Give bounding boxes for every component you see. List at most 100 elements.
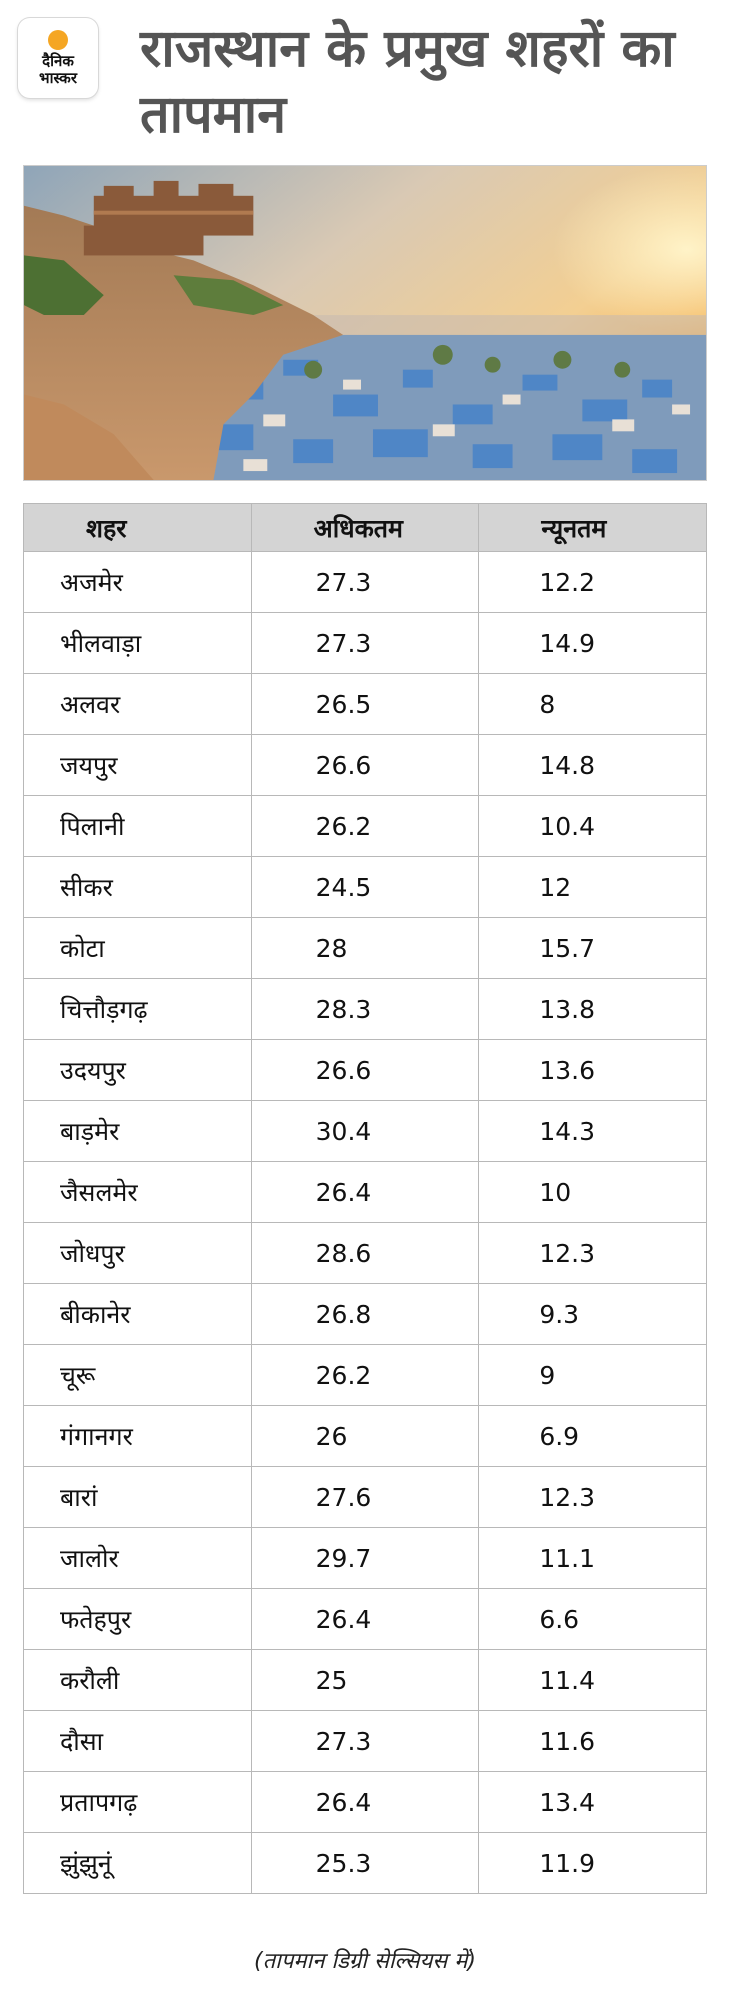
table-row: जालोर 29.7 11.1 [23,1527,707,1589]
table-row: बाड़मेर 30.4 14.3 [23,1100,707,1162]
cell-max: 26.8 [250,1283,480,1345]
logo-line-2: भास्कर [39,68,77,87]
page-title: राजस्थान के प्रमुख शहरों का तापमान [140,19,675,145]
hero-image [23,165,707,481]
cell-max: 26.5 [250,673,480,735]
logo-line-1: दैनिक [42,51,74,70]
cell-min: 14.8 [478,734,707,796]
cell-max: 30.4 [250,1100,480,1162]
cell-min: 11.1 [478,1527,707,1589]
cell-city: जयपुर [23,734,252,796]
table-row: बीकानेर 26.8 9.3 [23,1283,707,1345]
cell-min: 6.6 [478,1588,707,1650]
cell-city: जालोर [23,1527,252,1589]
table-row: दौसा 27.3 11.6 [23,1710,707,1772]
cell-max: 27.6 [250,1466,480,1528]
cell-city: करौली [23,1649,252,1711]
cell-city: फतेहपुर [23,1588,252,1650]
cell-city: झुंझुनूं [23,1832,252,1894]
cell-max: 26.4 [250,1588,480,1650]
cell-max: 26.2 [250,795,480,857]
table-row: झुंझुनूं 25.3 11.9 [23,1832,707,1894]
table-row: फतेहपुर 26.4 6.6 [23,1588,707,1650]
table-row: प्रतापगढ़ 26.4 13.4 [23,1771,707,1833]
cell-max: 26.6 [250,734,480,796]
cell-max: 27.3 [250,612,480,674]
table-row: कोटा 28 15.7 [23,917,707,979]
cell-min: 12.3 [478,1222,707,1284]
cell-max: 26.2 [250,1344,480,1406]
table-row: अलवर 26.5 8 [23,673,707,735]
cell-min: 14.3 [478,1100,707,1162]
cell-max: 26.6 [250,1039,480,1101]
temperature-table: शहर अधिकतम न्यूनतम अजमेर 27.3 12.2 भीलवाड़ा… [23,503,707,1894]
cell-max: 29.7 [250,1527,480,1589]
table-row: पिलानी 26.2 10.4 [23,795,707,857]
table-row: जैसलमेर 26.4 10 [23,1161,707,1223]
cell-city: बीकानेर [23,1283,252,1345]
cell-max: 26.4 [250,1161,480,1223]
cell-min: 9 [478,1344,707,1406]
table-row: उदयपुर 26.6 13.6 [23,1039,707,1101]
table-row: गंगानगर 26 6.9 [23,1405,707,1467]
cell-city: गंगानगर [23,1405,252,1467]
cell-city: प्रतापगढ़ [23,1771,252,1833]
cell-max: 25.3 [250,1832,480,1894]
cell-min: 11.9 [478,1832,707,1894]
cell-city: पिलानी [23,795,252,857]
brand-logo: दैनिक भास्कर [18,18,98,98]
cell-max: 25 [250,1649,480,1711]
cell-min: 12.2 [478,551,707,613]
cell-city: उदयपुर [23,1039,252,1101]
cell-min: 12 [478,856,707,918]
cell-max: 28.6 [250,1222,480,1284]
cell-min: 13.6 [478,1039,707,1101]
cell-city: जैसलमेर [23,1161,252,1223]
cell-city: चूरू [23,1344,252,1406]
cell-min: 8 [478,673,707,735]
cell-max: 27.3 [250,551,480,613]
city-fort-illustration [24,166,706,480]
cell-min: 11.6 [478,1710,707,1772]
table-row: बारां 27.6 12.3 [23,1466,707,1528]
cell-max: 28.3 [250,978,480,1040]
cell-max: 26.4 [250,1771,480,1833]
table-row: करौली 25 11.4 [23,1649,707,1711]
table-row: चूरू 26.2 9 [23,1344,707,1406]
cell-min: 9.3 [478,1283,707,1345]
cell-city: कोटा [23,917,252,979]
cell-city: बारां [23,1466,252,1528]
table-body: अजमेर 27.3 12.2 भीलवाड़ा 27.3 14.9 अलवर 26.5 8 जय… [23,551,707,1894]
cell-min: 13.8 [478,978,707,1040]
cell-min: 14.9 [478,612,707,674]
cell-city: सीकर [23,856,252,918]
cell-min: 15.7 [478,917,707,979]
cell-max: 28 [250,917,480,979]
table-row: अजमेर 27.3 12.2 [23,551,707,613]
table-row: भीलवाड़ा 27.3 14.9 [23,612,707,674]
header-max: अधिकतम [250,503,480,552]
cell-min: 13.4 [478,1771,707,1833]
cell-city: अजमेर [23,551,252,613]
header-city: शहर [23,503,252,552]
cell-max: 27.3 [250,1710,480,1772]
table-row: जोधपुर 28.6 12.3 [23,1222,707,1284]
cell-min: 12.3 [478,1466,707,1528]
cell-min: 6.9 [478,1405,707,1467]
cell-city: दौसा [23,1710,252,1772]
cell-min: 10 [478,1161,707,1223]
table-header-row: शहर अधिकतम न्यूनतम [23,503,707,552]
cell-city: भीलवाड़ा [23,612,252,674]
cell-max: 26 [250,1405,480,1467]
cell-max: 24.5 [250,856,480,918]
footnote: (तापमान डिग्री सेल्सियस में) [254,1949,476,1974]
cell-min: 11.4 [478,1649,707,1711]
cell-city: अलवर [23,673,252,735]
table-row: सीकर 24.5 12 [23,856,707,918]
header-min: न्यूनतम [478,503,707,552]
cell-city: जोधपुर [23,1222,252,1284]
cell-min: 10.4 [478,795,707,857]
sun-icon [48,29,68,50]
table-row: चित्तौड़गढ़ 28.3 13.8 [23,978,707,1040]
cell-city: चित्तौड़गढ़ [23,978,252,1040]
